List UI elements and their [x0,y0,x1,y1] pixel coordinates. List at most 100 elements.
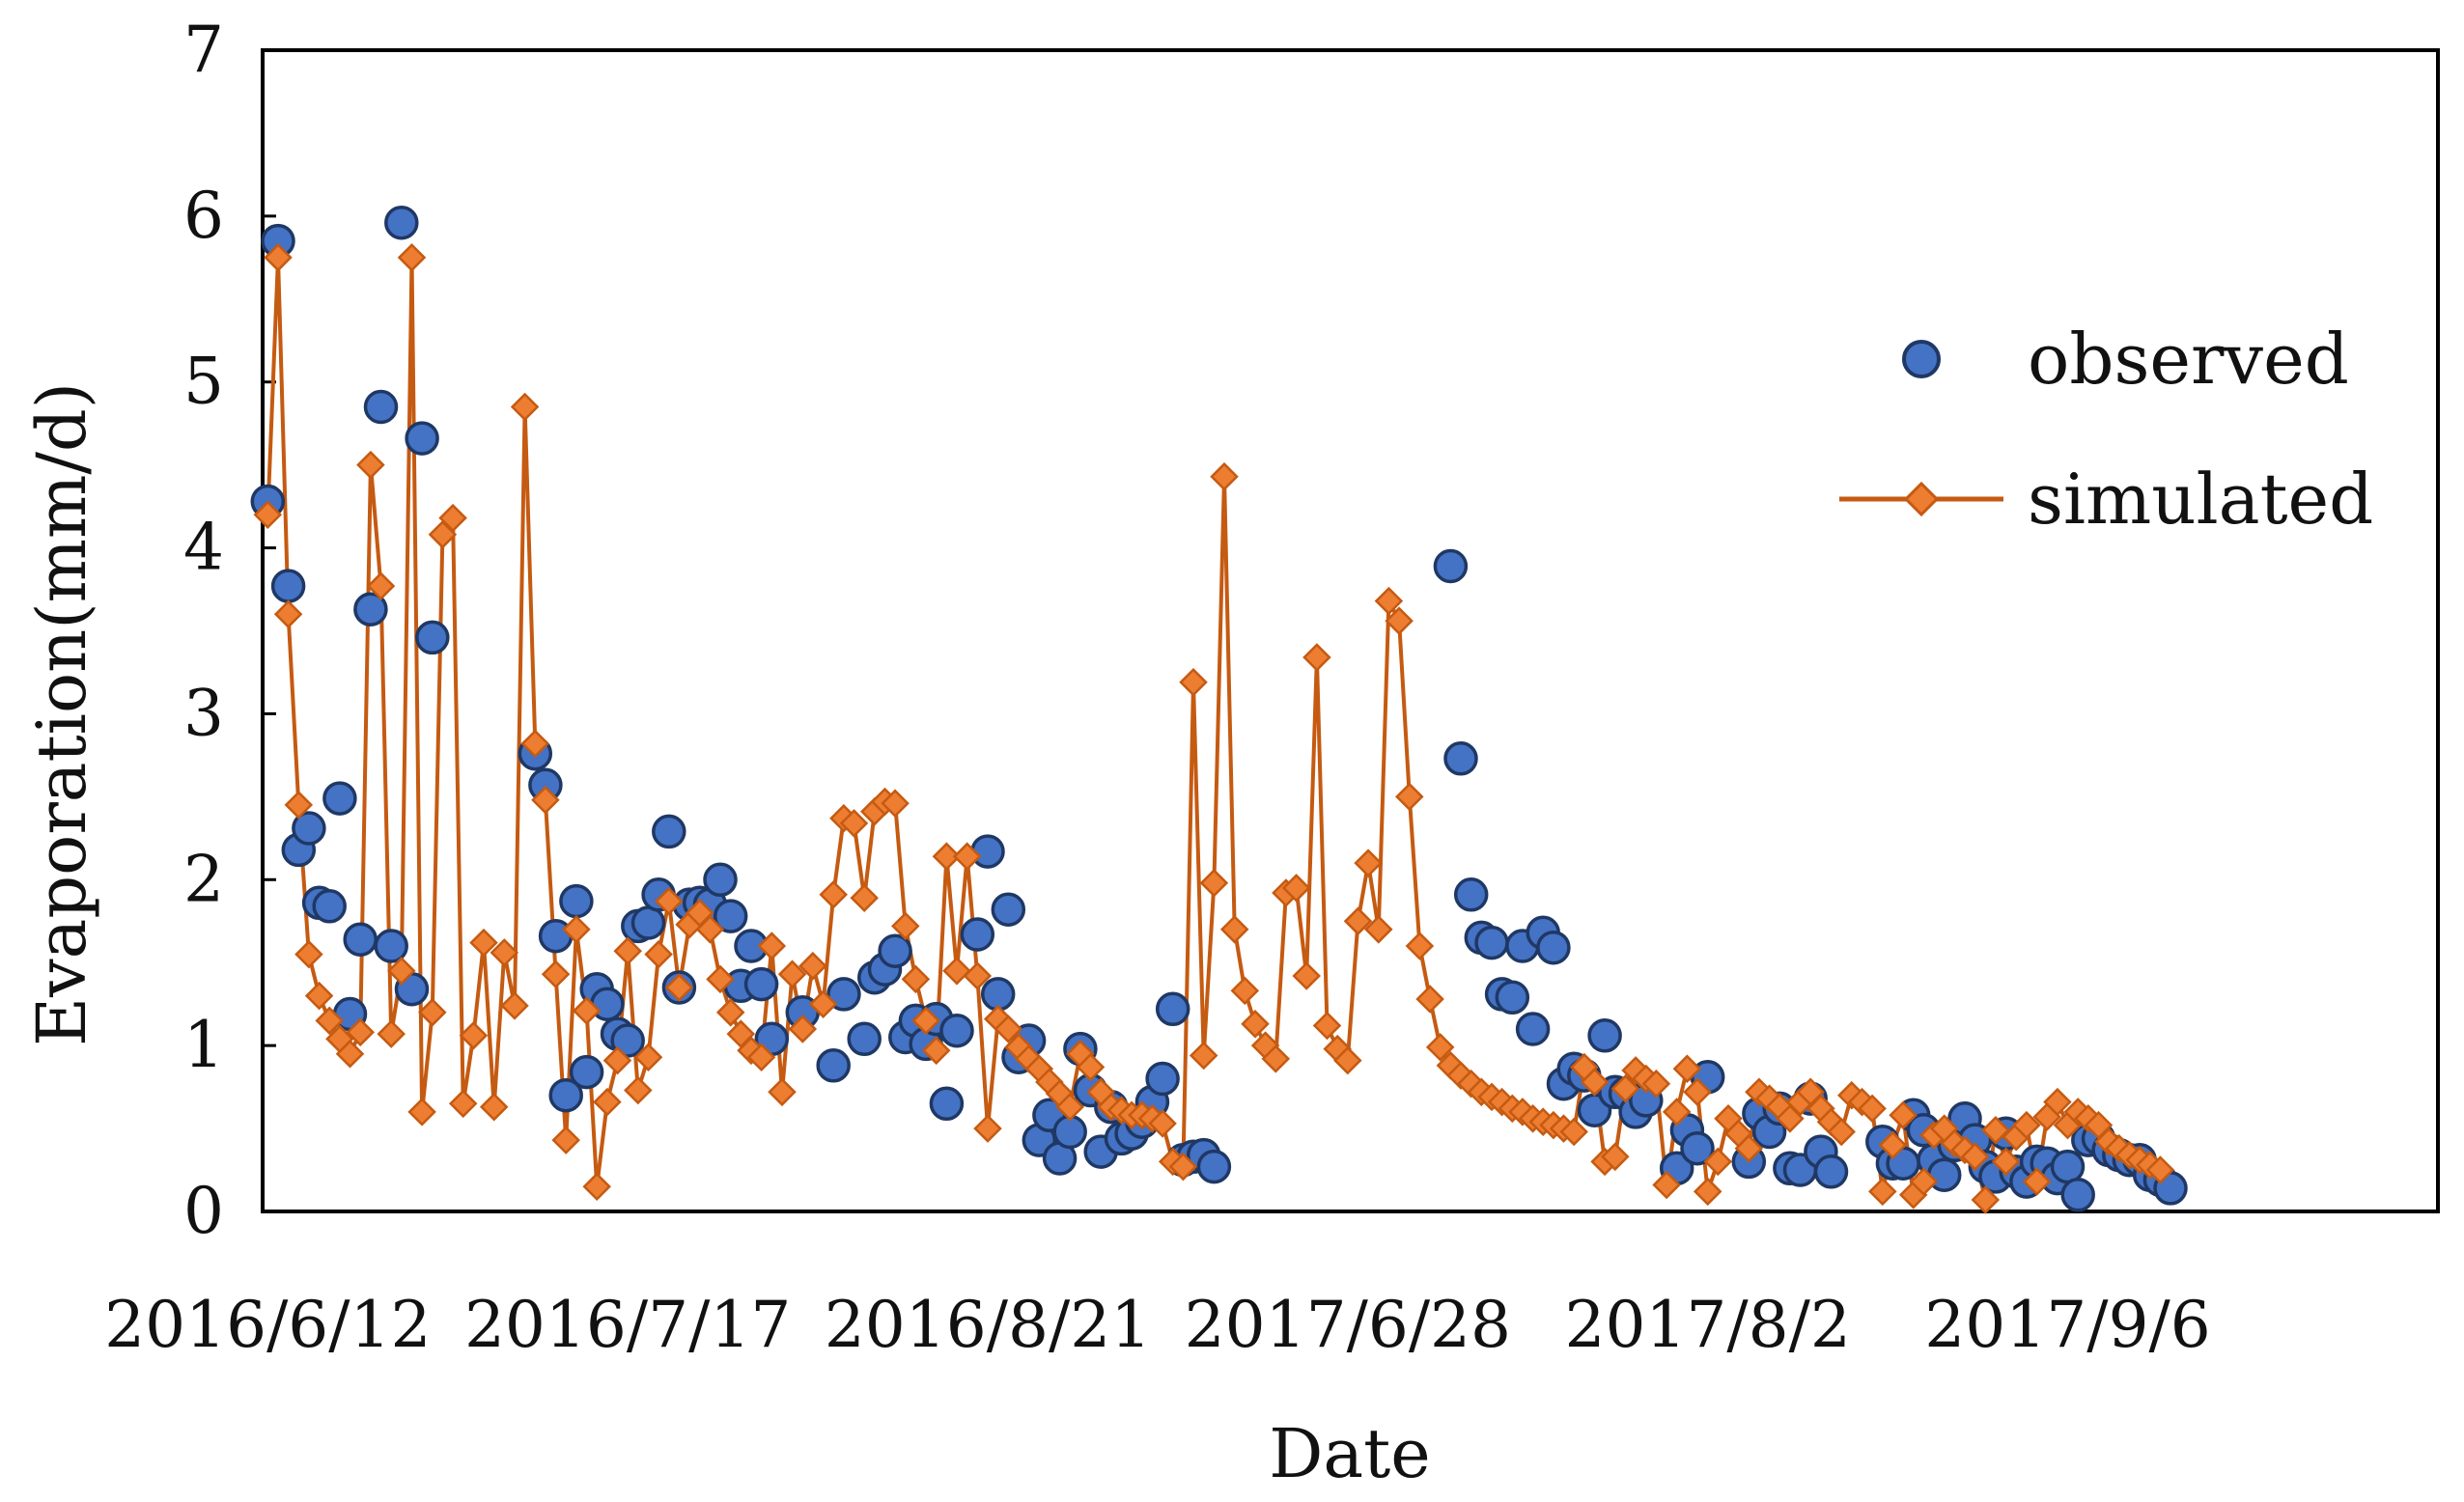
legend-observed-label: observed [2028,319,2349,400]
simulated-point [479,1092,509,1122]
y-axis-ticks: 0 1 2 3 4 5 6 7 [183,13,276,1248]
simulated-point [1991,1147,2021,1177]
simulated-point [839,809,869,838]
simulated-point [808,989,838,1018]
observed-point [1536,930,1571,965]
y-tick-label: 1 [183,1008,224,1082]
y-tick-label: 4 [183,511,224,585]
simulated-point [1981,1116,2010,1145]
observed-point [1515,1012,1551,1046]
simulated-point [1559,1117,1588,1147]
y-tick-label: 5 [183,345,224,419]
simulated-point [1199,868,1229,898]
simulated-point [377,1019,406,1048]
simulated-point [757,932,787,960]
simulated-point [1960,1142,1990,1172]
simulated-point [2145,1155,2175,1184]
observed-point [826,977,861,1012]
simulated-point [1333,1045,1362,1075]
simulated-point [655,886,684,916]
simulated-point [788,1015,818,1043]
simulated-point [1395,782,1424,812]
simulated-point [1703,1147,1733,1177]
simulated-point [1354,848,1383,877]
simulated-point [541,960,571,988]
x-tick-label: 2016/8/21 [825,1288,1151,1362]
simulated-point [1385,606,1414,635]
simulated-point [2012,1110,2041,1140]
simulated-point [850,883,879,912]
observed-point [2050,1149,2086,1184]
simulated-point [1776,1104,1805,1133]
simulated-point [602,1045,632,1075]
observed-point [2060,1178,2095,1212]
simulated-point [1868,1177,1897,1207]
simulated-point [1693,1177,1722,1207]
simulated-point [335,1039,365,1069]
observed-point [703,862,738,898]
x-tick-label: 2016/7/17 [464,1288,791,1362]
simulated-point [624,1075,653,1105]
simulated-point [387,957,416,986]
simulated-point [418,998,447,1027]
simulated-point [531,786,560,815]
simulated-point [294,939,323,969]
simulated-point [613,936,642,965]
simulated-point [1889,1100,1918,1130]
simulated-point [963,961,993,990]
simulated-point [715,998,745,1027]
simulated-point [407,1098,436,1126]
simulated-point [572,996,602,1025]
simulated-point [706,964,735,994]
observed-point [1587,1018,1622,1053]
simulated-point [1168,1152,1198,1182]
simulated-point [798,951,827,981]
simulated-point [500,991,529,1020]
simulated-point [366,571,396,600]
y-tick-label: 7 [183,13,224,87]
simulated-point [1219,915,1249,944]
simulated-point [1878,1130,1908,1160]
observed-point [343,922,378,957]
simulated-point [510,392,540,422]
simulated-point [1652,1170,1681,1200]
simulated-point [1683,1077,1712,1107]
simulated-point [253,500,283,529]
observed-point [363,389,399,425]
simulated-point [397,243,427,272]
simulated-point [1405,932,1435,960]
simulated-point [264,243,293,272]
simulated-point [1055,1092,1084,1122]
simulated-point [1179,668,1208,697]
simulated-point [1281,874,1311,903]
observed-point [630,905,666,940]
y-tick-label: 0 [183,1174,224,1248]
observed-point [1680,1130,1715,1166]
legend: observed simulated [1839,319,2373,540]
simulated-point [1302,643,1331,672]
simulated-point [819,880,848,909]
simulated-point [685,898,714,928]
observed-point [1145,1061,1180,1097]
observed-point [270,569,306,603]
simulated-point [1364,915,1393,944]
simulated-point [952,842,982,871]
simulated-point [777,960,807,988]
observed-point [1495,980,1530,1015]
simulated-point [746,1043,776,1071]
series-layer [250,205,2188,1214]
observed-point [1155,991,1190,1027]
observed-point [374,929,408,963]
simulated-point [1292,961,1321,990]
simulated-point [1148,1109,1177,1138]
simulated-point [551,1126,580,1154]
plot-area-frame [261,48,2440,1213]
observed-point [384,205,419,240]
observed-point [353,592,388,626]
simulated-point [273,599,303,629]
observed-point [929,1086,965,1122]
simulated-point [921,1036,951,1066]
legend-simulated-label: simulated [2028,459,2373,540]
simulated-point [459,1021,489,1050]
